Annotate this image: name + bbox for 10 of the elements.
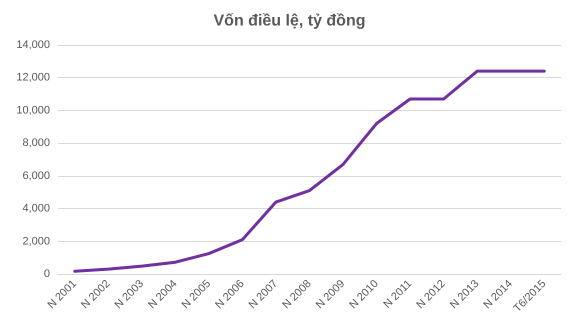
y-tick-label: 14,000 (16, 39, 50, 51)
y-tick-label: 2,000 (22, 235, 50, 248)
y-tick-label: 0 (44, 268, 50, 280)
y-tick-label: 4,000 (22, 202, 50, 215)
line-series (73, 70, 546, 273)
y-tick-label: 8,000 (22, 137, 50, 150)
chart-title: Vốn điều lệ, tỷ đồng (214, 12, 366, 30)
y-tick-label: 12,000 (16, 72, 50, 84)
y-tick-label: 6,000 (22, 170, 50, 182)
y-tick-label: 10,000 (16, 104, 50, 116)
